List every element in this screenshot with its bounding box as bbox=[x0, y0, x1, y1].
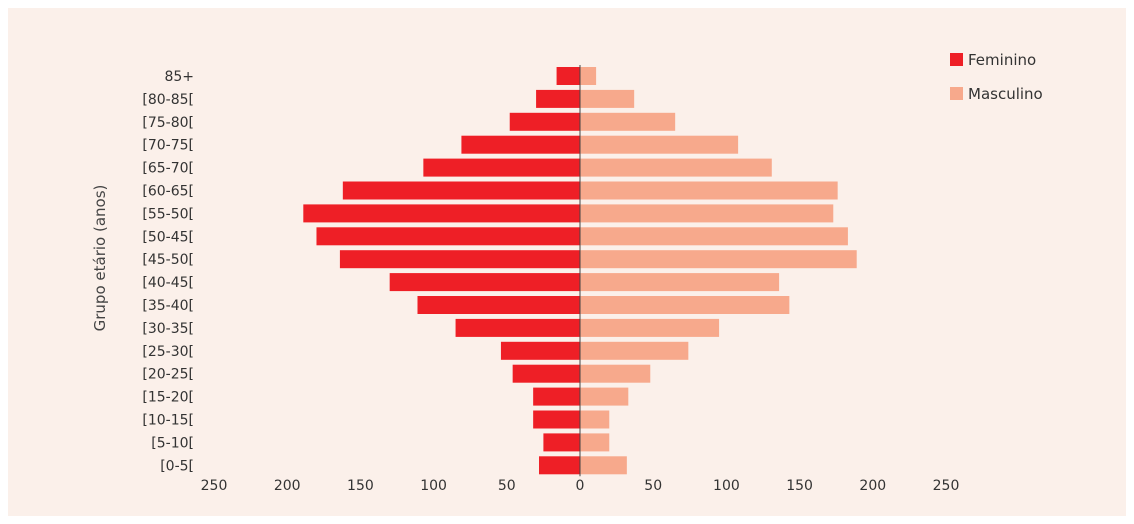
category-label: [30-35[ bbox=[142, 321, 194, 337]
category-label: [35-40[ bbox=[142, 298, 194, 314]
masculino-bar bbox=[580, 273, 780, 292]
x-tick-label: 200 bbox=[859, 478, 886, 494]
masculino-series bbox=[580, 67, 857, 475]
category-label: [5-10[ bbox=[151, 435, 194, 451]
masculino-bar bbox=[580, 250, 857, 269]
feminino-bar bbox=[417, 296, 580, 314]
masculino-bar bbox=[580, 387, 629, 406]
feminino-bar bbox=[500, 341, 580, 360]
feminino-bar bbox=[461, 135, 580, 154]
x-tick-label: 50 bbox=[644, 478, 662, 494]
masculino-bar bbox=[580, 204, 834, 223]
masculino-bar bbox=[580, 296, 790, 314]
x-tick-label: 0 bbox=[576, 478, 585, 494]
feminino-bar bbox=[455, 318, 580, 337]
legend-swatch-feminino bbox=[950, 53, 963, 66]
x-tick-label: 200 bbox=[274, 478, 301, 494]
category-label: [40-45[ bbox=[142, 275, 194, 291]
x-tick-label: 100 bbox=[713, 478, 740, 494]
x-tick-label: 250 bbox=[201, 478, 228, 494]
feminino-bar bbox=[303, 204, 580, 223]
feminino-bar bbox=[389, 273, 580, 292]
category-label: [70-75[ bbox=[142, 138, 194, 154]
x-tick-label: 150 bbox=[786, 478, 813, 494]
legend[interactable]: Feminino Masculino bbox=[950, 51, 1043, 103]
chart-panel: 85+ [80-85[ [75-80[ [70-75[ [65-70[ [60-65[ [5… bbox=[8, 8, 1126, 516]
feminino-bar bbox=[423, 158, 580, 177]
masculino-bar bbox=[580, 341, 689, 360]
masculino-bar bbox=[580, 410, 610, 429]
masculino-bar bbox=[580, 67, 597, 85]
feminino-bar bbox=[536, 89, 580, 108]
category-label: 85+ bbox=[164, 69, 194, 85]
population-pyramid-chart: 85+ [80-85[ [75-80[ [70-75[ [65-70[ [60-65[ [5… bbox=[91, 51, 1043, 494]
feminino-bar bbox=[533, 387, 580, 406]
masculino-bar bbox=[580, 456, 627, 475]
category-label: [65-70[ bbox=[142, 161, 194, 177]
masculino-bar bbox=[580, 227, 848, 246]
masculino-bar bbox=[580, 135, 739, 154]
category-label: [50-45[ bbox=[142, 229, 194, 245]
masculino-bar bbox=[580, 112, 676, 131]
feminino-bar bbox=[556, 67, 580, 85]
x-tick-labels: 250 200 150 100 50 0 50 100 150 200 250 bbox=[201, 478, 960, 494]
category-label: [10-15[ bbox=[142, 413, 194, 429]
feminino-bar bbox=[316, 227, 580, 246]
category-label: [55-50[ bbox=[142, 206, 194, 222]
masculino-bar bbox=[580, 158, 772, 177]
masculino-bar bbox=[580, 318, 720, 337]
category-label: [15-20[ bbox=[142, 390, 194, 406]
feminino-bar bbox=[509, 112, 580, 131]
masculino-bar bbox=[580, 181, 838, 200]
category-label: [60-65[ bbox=[142, 184, 194, 200]
feminino-bar bbox=[339, 250, 580, 269]
legend-label-masculino[interactable]: Masculino bbox=[968, 85, 1043, 103]
x-tick-label: 250 bbox=[933, 478, 960, 494]
masculino-bar bbox=[580, 364, 651, 383]
category-labels: 85+ [80-85[ [75-80[ [70-75[ [65-70[ [60-65[ [5… bbox=[142, 69, 194, 474]
category-label: [45-50[ bbox=[142, 252, 194, 268]
x-tick-label: 150 bbox=[347, 478, 374, 494]
x-tick-label: 100 bbox=[420, 478, 447, 494]
feminino-bar bbox=[533, 410, 580, 429]
feminino-series bbox=[303, 67, 580, 475]
category-label: [75-80[ bbox=[142, 115, 194, 131]
legend-label-feminino[interactable]: Feminino bbox=[968, 51, 1036, 69]
category-label: [20-25[ bbox=[142, 367, 194, 383]
feminino-bar bbox=[539, 456, 580, 475]
x-tick-label: 50 bbox=[498, 478, 516, 494]
y-axis-title: Grupo etário (anos) bbox=[91, 185, 109, 332]
category-label: [0-5[ bbox=[160, 458, 194, 474]
feminino-bar bbox=[342, 181, 580, 200]
category-label: [25-30[ bbox=[142, 344, 194, 360]
masculino-bar bbox=[580, 89, 635, 108]
feminino-bar bbox=[512, 364, 580, 383]
masculino-bar bbox=[580, 433, 610, 452]
category-label: [80-85[ bbox=[142, 92, 194, 108]
legend-swatch-masculino bbox=[950, 87, 963, 100]
feminino-bar bbox=[543, 433, 580, 452]
